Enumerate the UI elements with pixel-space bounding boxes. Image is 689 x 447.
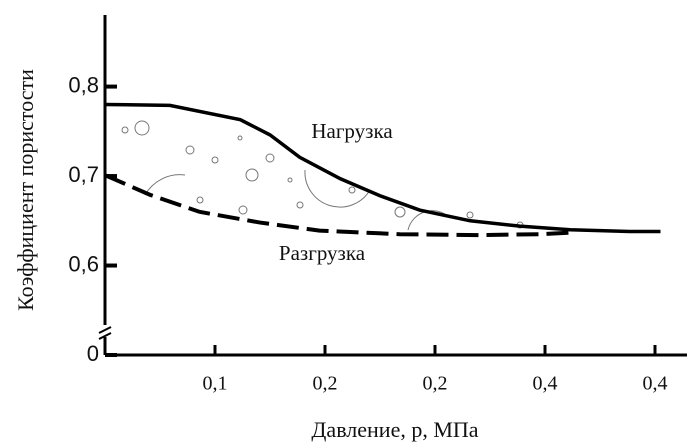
y-tick-label: 0,8 xyxy=(68,72,99,97)
chart: Коэффициент пористости Давление, p, МПа … xyxy=(0,0,689,447)
y-axis-title: Коэффициент пористости xyxy=(13,69,38,311)
y-tick-label: 0,7 xyxy=(68,162,99,187)
x-tick-label: 0,2 xyxy=(423,373,448,395)
x-tick-label: 0,2 xyxy=(313,373,338,395)
series-label: Разгрузка xyxy=(279,241,366,265)
x-axis-title: Давление, p, МПа xyxy=(311,417,478,442)
series-label: Нагрузка xyxy=(311,119,393,143)
y-tick-label: 0,6 xyxy=(68,251,99,276)
y-tick-label: 0 xyxy=(87,341,99,366)
x-tick-label: 0,4 xyxy=(643,373,668,395)
x-tick-label: 0,1 xyxy=(203,373,228,395)
x-tick-label: 0,4 xyxy=(533,373,558,395)
